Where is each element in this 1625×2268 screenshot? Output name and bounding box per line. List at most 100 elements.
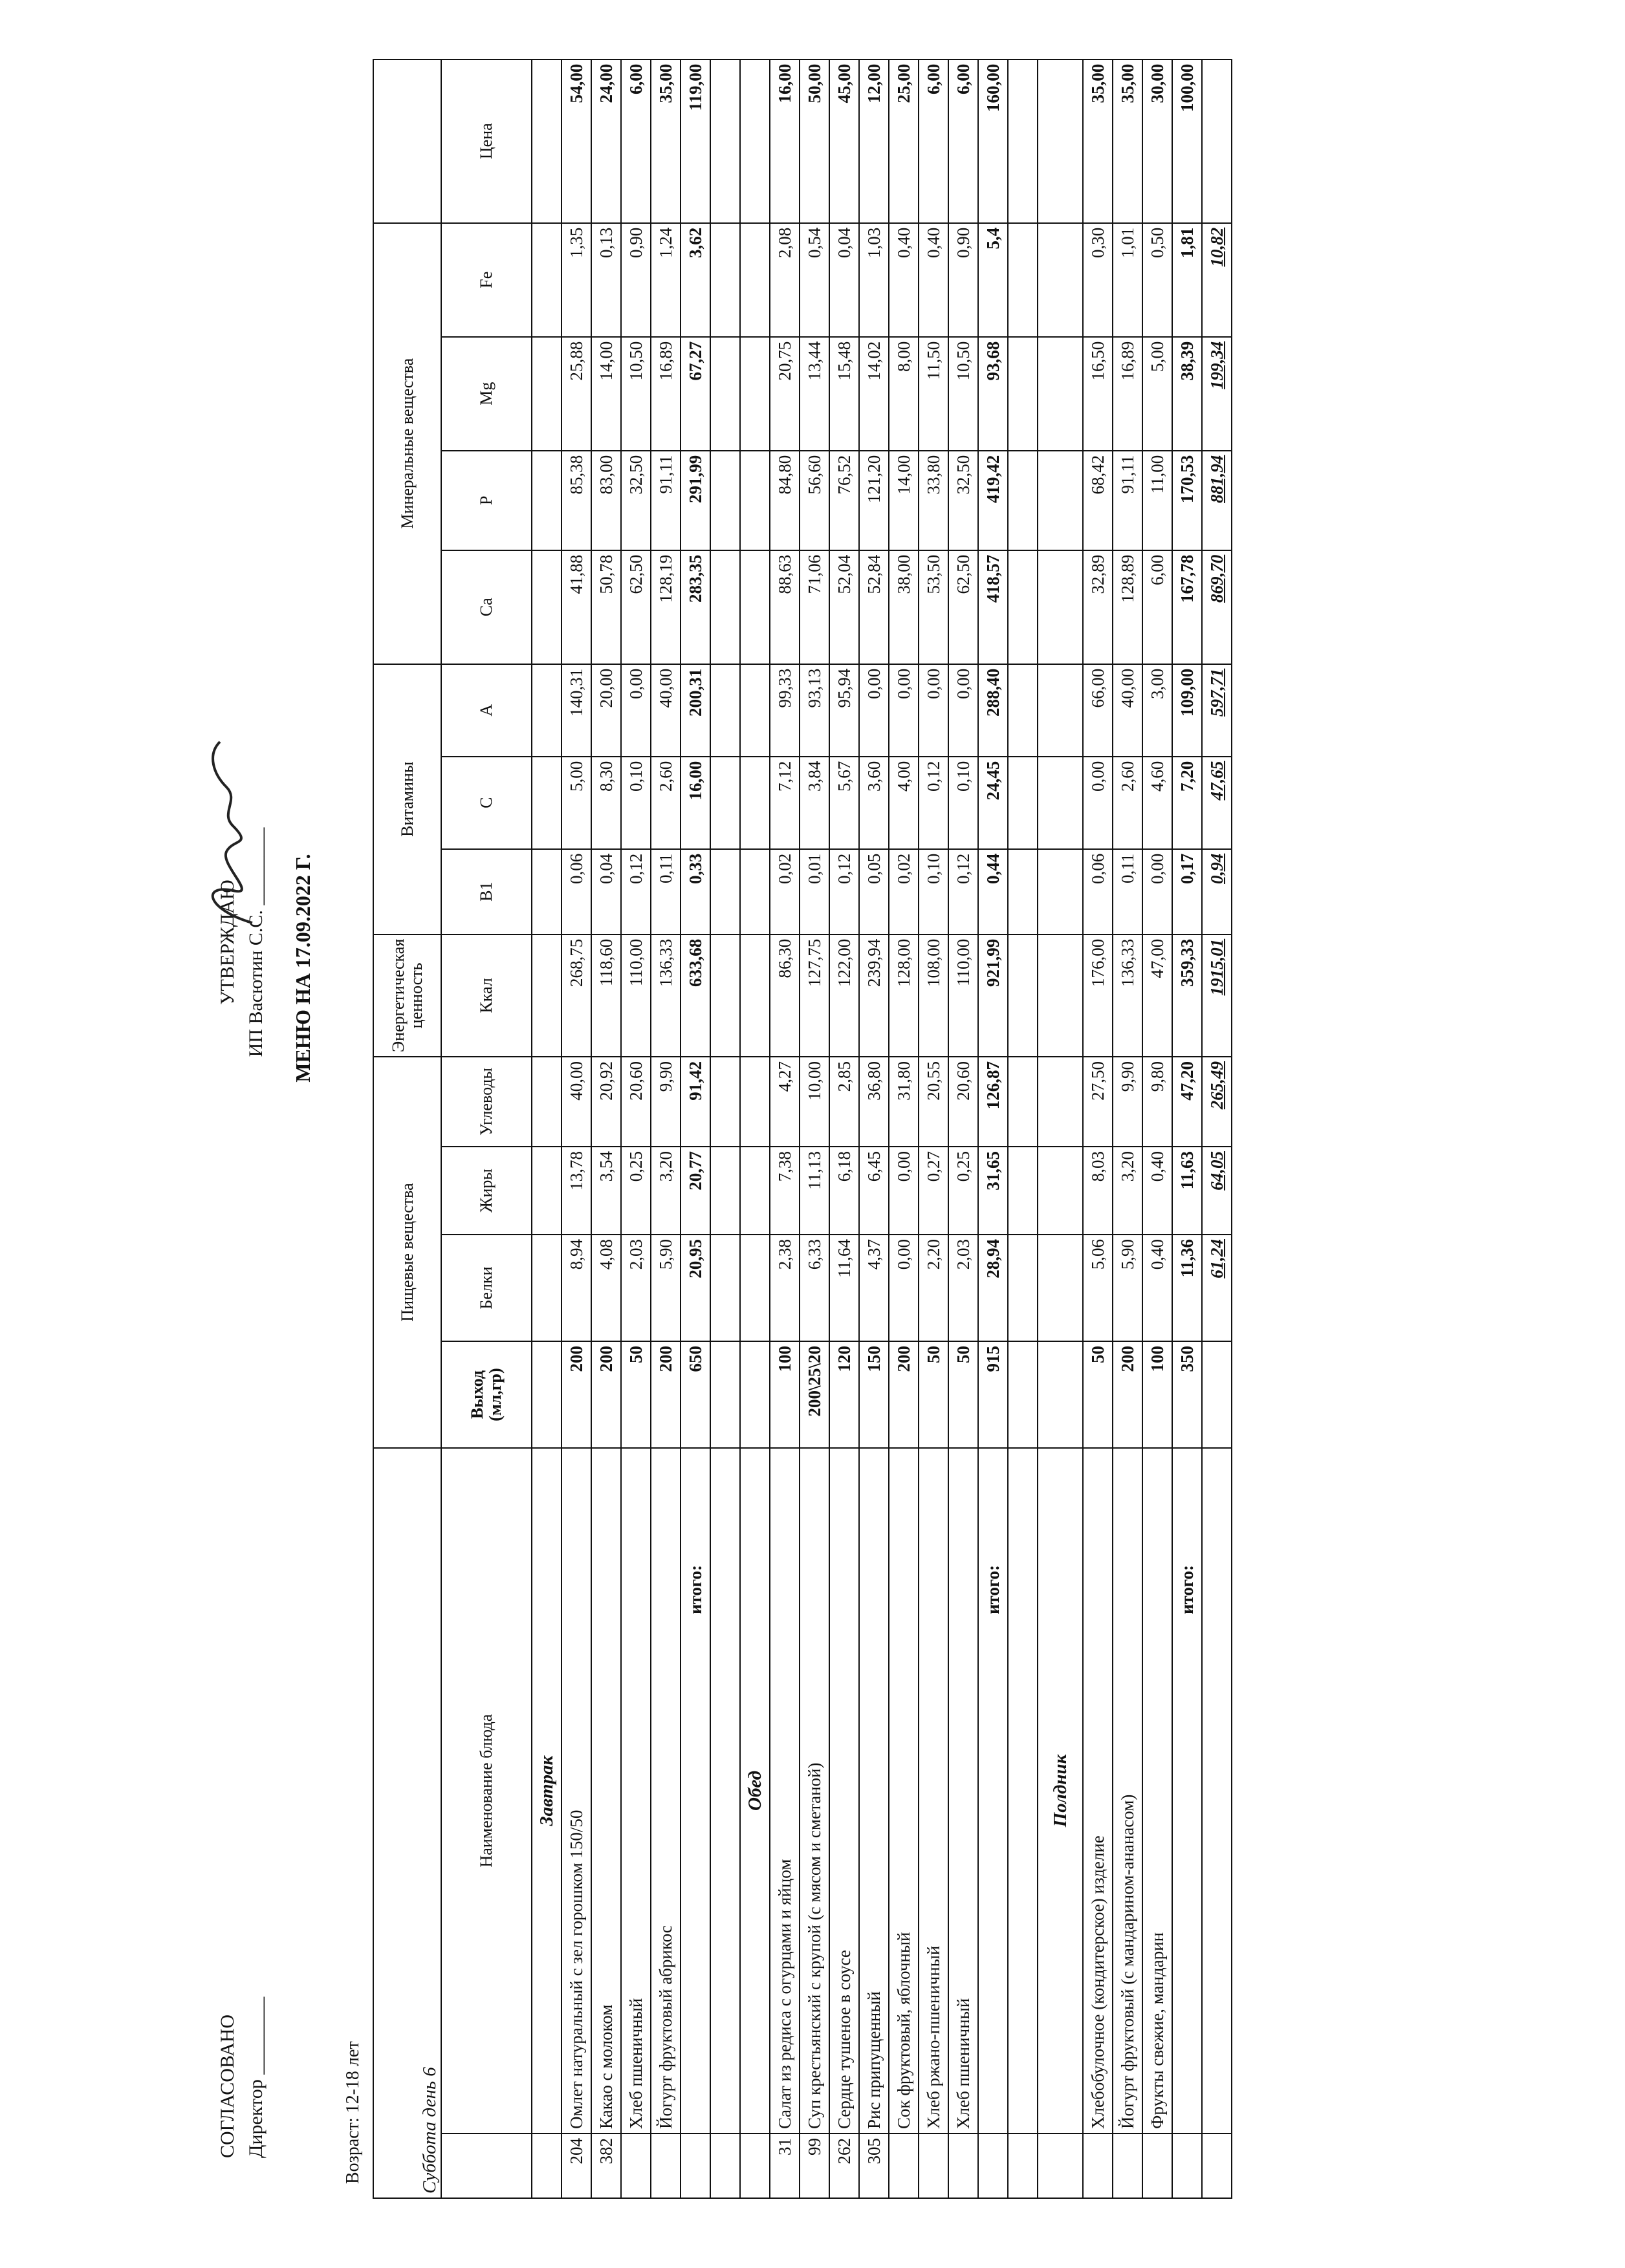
cell-value: 0,00 xyxy=(919,664,948,757)
cell-value: 268,75 xyxy=(562,934,591,1057)
cell-value: 14,00 xyxy=(591,336,621,451)
cell-value: 11,13 xyxy=(800,1147,829,1235)
section-header: Полдник xyxy=(1038,59,1083,2198)
empty-cell xyxy=(1008,2133,1038,2198)
cell-value: 25,88 xyxy=(562,336,591,451)
cell-value: 0,27 xyxy=(919,1147,948,1235)
cell-value: 50 xyxy=(621,1341,651,1448)
dish-name: Йогурт фруктовый (с мандарином-ананасом) xyxy=(1113,1448,1142,2133)
cell-value: 35,00 xyxy=(1083,59,1113,223)
dish-code xyxy=(681,2133,710,2198)
empty-cell xyxy=(532,59,562,223)
column-header: Выход (мл,гр) xyxy=(441,1341,532,1448)
cell-value: 0,94 xyxy=(1202,848,1232,934)
cell-value: 38,39 xyxy=(1172,336,1202,451)
empty-cell xyxy=(1008,848,1038,934)
cell-value: 5,00 xyxy=(562,756,591,849)
empty-cell xyxy=(740,848,770,934)
empty-cell xyxy=(1008,450,1038,550)
dish-name: Сок фруктовый, яблочный xyxy=(889,1448,919,2133)
dish-name: Омлет натуральный с зел горошком 150/50 xyxy=(562,1448,591,2133)
dish-code xyxy=(948,2133,978,2198)
cell-value: 47,20 xyxy=(1172,1057,1202,1147)
cell-value: 1,03 xyxy=(859,222,889,337)
cell-value: 71,06 xyxy=(800,550,829,664)
cell-value: 150 xyxy=(859,1341,889,1448)
cell-value: 3,84 xyxy=(800,756,829,849)
cell-value: 20,75 xyxy=(770,336,800,451)
column-header: Ca xyxy=(441,550,532,664)
cell-value: 40,00 xyxy=(651,664,681,757)
director-label: Директор ________ xyxy=(245,1996,267,2158)
cell-value: 50 xyxy=(1083,1341,1113,1448)
cell-value: 64,05 xyxy=(1202,1147,1232,1235)
cell-value: 122,00 xyxy=(829,934,859,1057)
empty-cell xyxy=(1008,336,1038,451)
empty-cell xyxy=(710,756,740,849)
empty-cell xyxy=(1038,1147,1083,1235)
cell-value: 8,00 xyxy=(889,336,919,451)
empty-cell xyxy=(710,222,740,337)
column-header: Mg xyxy=(441,336,532,451)
cell-value: 0,04 xyxy=(591,848,621,934)
cell-value: 4,27 xyxy=(770,1057,800,1147)
cell-value: 239,94 xyxy=(859,934,889,1057)
dish-code: 262 xyxy=(829,2133,859,2198)
empty-cell xyxy=(532,550,562,664)
cell-value: 0,40 xyxy=(889,222,919,337)
empty-cell xyxy=(532,756,562,849)
cell-value: 0,00 xyxy=(1142,848,1172,934)
cell-value: 0,00 xyxy=(621,664,651,757)
cell-value: 0,44 xyxy=(978,848,1008,934)
cell-value: 3,62 xyxy=(681,222,710,337)
cell-value: 0,04 xyxy=(829,222,859,337)
cell-value: 24,45 xyxy=(978,756,1008,849)
dish-name: Хлеб ржано-пшеничный xyxy=(919,1448,948,2133)
empty-cell xyxy=(532,1341,562,1448)
dish-code xyxy=(651,2133,681,2198)
dish-name: Сердце тушеное в соусе xyxy=(829,1448,859,2133)
empty-cell xyxy=(1008,664,1038,757)
cell-value: 100 xyxy=(770,1341,800,1448)
column-header: Белки xyxy=(441,1235,532,1341)
empty-cell xyxy=(710,1448,740,2133)
cell-value: 0,11 xyxy=(651,848,681,934)
empty-cell xyxy=(740,1147,770,1235)
cell-value: 61,24 xyxy=(1202,1235,1232,1341)
cell-value: 5,00 xyxy=(1142,336,1172,451)
cell-value: 2,03 xyxy=(621,1235,651,1341)
cell-value: 36,80 xyxy=(859,1057,889,1147)
column-header: B1 xyxy=(441,848,532,934)
cell-value: 3,20 xyxy=(1113,1147,1142,1235)
section-total-row: итого: 350 11,36 11,63 47,20 359,33 0,17 7,20 10… xyxy=(1172,59,1202,2198)
cell-value: 128,89 xyxy=(1113,550,1142,664)
empty-cell xyxy=(532,2133,562,2198)
empty-cell xyxy=(1038,848,1083,934)
column-header: Жиры xyxy=(441,1147,532,1235)
menu-row: Йогурт фруктовый абрикос 200 5,90 3,20 9,90 1… xyxy=(651,59,681,2198)
section-total-row: итого: 650 20,95 20,77 91,42 633,68 0,33 16,00 2… xyxy=(681,59,710,2198)
cell-value: 30,00 xyxy=(1142,59,1172,223)
cell-value: 0,02 xyxy=(889,848,919,934)
cell-value: 62,50 xyxy=(621,550,651,664)
cell-value: 14,02 xyxy=(859,336,889,451)
cell-value: 16,00 xyxy=(770,59,800,223)
dish-name: Йогурт фруктовый абрикос xyxy=(651,1448,681,2133)
cell-value: 20,92 xyxy=(591,1057,621,1147)
cell-value: 121,20 xyxy=(859,450,889,550)
dish-name: Салат из редиса с огурцами и яйцом xyxy=(770,1448,800,2133)
cell-value: 6,00 xyxy=(621,59,651,223)
cell-value: 8,03 xyxy=(1083,1147,1113,1235)
cell-value: 200 xyxy=(591,1341,621,1448)
empty-cell xyxy=(1038,450,1083,550)
blank-row xyxy=(710,59,740,2198)
empty-cell xyxy=(740,550,770,664)
menu-row: 305 Рис припущенный 150 4,37 6,45 36,80 239,94… xyxy=(859,59,889,2198)
empty-cell xyxy=(740,1235,770,1341)
cell-value: 93,68 xyxy=(978,336,1008,451)
cell-value: 85,38 xyxy=(562,450,591,550)
cell-value: 25,00 xyxy=(889,59,919,223)
group-minerals: Минеральные вещества xyxy=(373,222,441,664)
cell-value: 200 xyxy=(562,1341,591,1448)
cell-value: 200\25\20 xyxy=(800,1341,829,1448)
